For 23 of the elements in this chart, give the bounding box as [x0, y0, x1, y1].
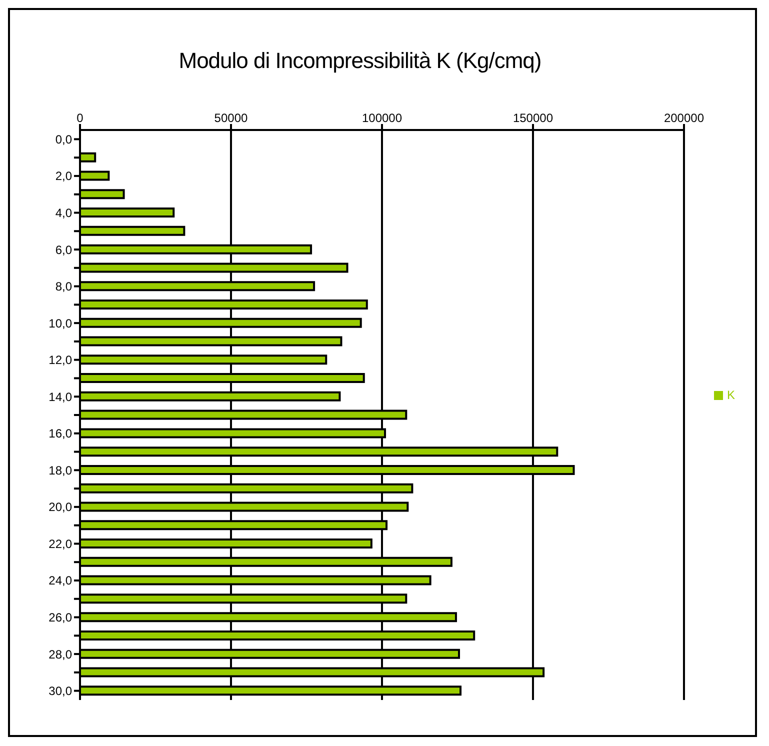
y-tick-label: 2,0	[55, 169, 72, 184]
chart-title: Modulo di Incompressibilità K (Kg/cmq)	[178, 48, 542, 74]
y-tick-label: 14,0	[48, 390, 72, 404]
y-tick-label: 10,0	[48, 316, 72, 330]
x-tick-label: 200000	[664, 111, 704, 125]
x-tick-label: 100000	[362, 111, 402, 125]
y-tick-label: 16,0	[48, 426, 72, 441]
y-tick-label: 6,0	[55, 242, 72, 257]
y-tick-label: 26,0	[48, 610, 72, 625]
y-tick-label: 20,0	[48, 500, 72, 514]
x-tick-label: 50000	[214, 111, 248, 125]
y-tick-label: 8,0	[55, 280, 72, 294]
x-tick-label: 150000	[512, 111, 554, 125]
y-tick-label: 24,0	[48, 574, 72, 588]
y-tick-label: 28,0	[48, 647, 72, 662]
x-tick-label: 0	[76, 111, 84, 125]
legend-label: K	[726, 388, 735, 402]
y-tick-label: 30,0	[48, 684, 72, 698]
y-tick-label: 18,0	[48, 463, 72, 478]
y-tick-label: 22,0	[48, 536, 72, 551]
y-tick-label: 12,0	[48, 353, 72, 368]
y-tick-label: 4,0	[55, 206, 72, 220]
y-tick-label: 0,0	[55, 132, 72, 146]
